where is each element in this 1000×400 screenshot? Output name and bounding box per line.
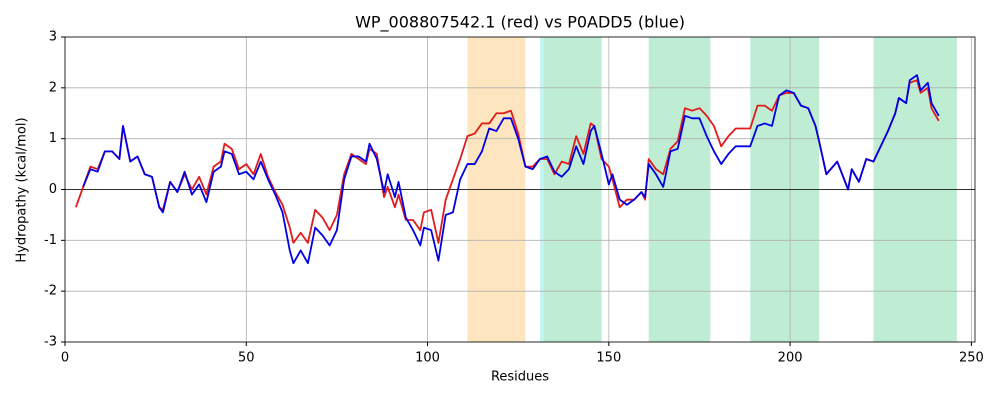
y-tick-label: -3 xyxy=(44,335,57,350)
y-tick-label: -2 xyxy=(44,284,57,299)
x-tick-label: 100 xyxy=(415,351,440,366)
y-tick-label: 3 xyxy=(49,30,57,45)
x-tick-label: 0 xyxy=(61,351,69,366)
data-line xyxy=(82,74,940,265)
x-tick-label: 200 xyxy=(778,351,803,366)
y-tick-label: 0 xyxy=(49,182,57,197)
chart-title: WP_008807542.1 (red) vs P0ADD5 (blue) xyxy=(355,13,685,33)
plot-frame xyxy=(64,36,976,343)
y-axis-label: Hydropathy (kcal/mol) xyxy=(15,117,30,262)
y-tick-label: -1 xyxy=(44,233,57,248)
x-axis-label: Residues xyxy=(491,370,549,385)
y-tick-label: 2 xyxy=(49,80,57,95)
x-tick-label: 50 xyxy=(238,351,255,366)
x-tick-label: 150 xyxy=(596,351,621,366)
x-tick-label: 250 xyxy=(959,351,984,366)
y-tick-label: 1 xyxy=(49,131,57,146)
